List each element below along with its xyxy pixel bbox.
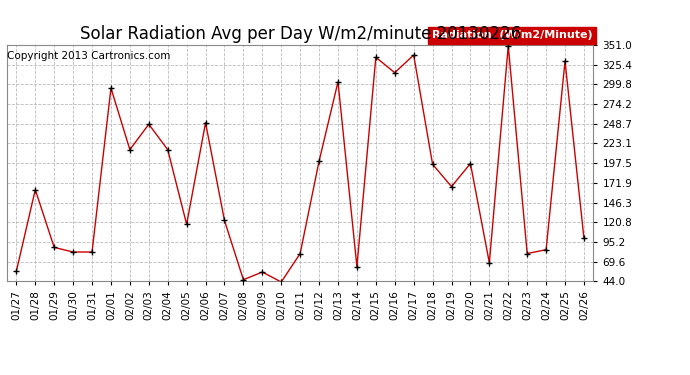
Text: Copyright 2013 Cartronics.com: Copyright 2013 Cartronics.com bbox=[7, 51, 170, 61]
Text: Radiation  (W/m2/Minute): Radiation (W/m2/Minute) bbox=[432, 30, 592, 40]
Title: Solar Radiation Avg per Day W/m2/minute 20130226: Solar Radiation Avg per Day W/m2/minute … bbox=[79, 26, 521, 44]
